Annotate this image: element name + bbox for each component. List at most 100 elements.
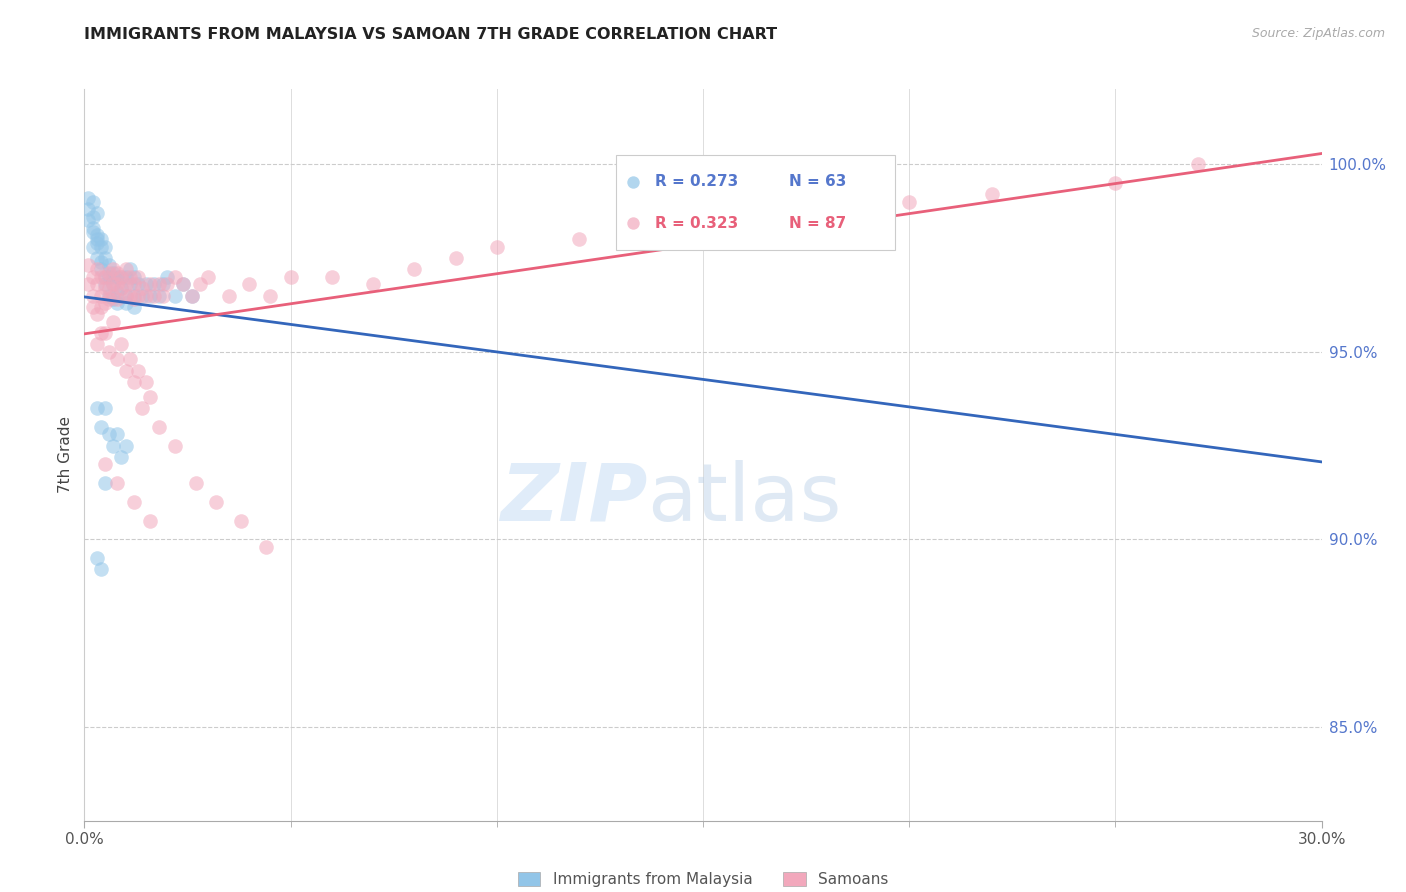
Point [127, 277, 149, 292]
Point [127, 363, 149, 377]
Point [94, 296, 117, 310]
Point [98, 344, 121, 359]
Text: R = 0.323: R = 0.323 [655, 216, 738, 231]
Point [122, 277, 145, 292]
Point [90, 288, 112, 302]
Point [444, 251, 467, 265]
Point [90, 300, 112, 314]
Point [90, 254, 112, 268]
Point [114, 296, 136, 310]
Point [105, 285, 128, 299]
Point [94, 476, 117, 491]
Point [82, 269, 104, 284]
Point [127, 288, 149, 302]
Point [139, 390, 162, 404]
Point [82, 300, 104, 314]
Point [980, 187, 1002, 202]
Point [404, 262, 426, 277]
FancyBboxPatch shape [616, 155, 894, 250]
Point [86, 337, 108, 351]
Point [184, 476, 207, 491]
Point [152, 288, 174, 302]
Point [110, 269, 132, 284]
Point [139, 288, 162, 302]
Point [105, 269, 128, 284]
Point [238, 277, 260, 292]
Point [103, 269, 125, 284]
Point [110, 337, 132, 351]
Point [110, 281, 132, 295]
Point [86, 228, 108, 243]
Point [86, 262, 108, 277]
Point [118, 262, 141, 277]
Point [172, 277, 194, 292]
Point [105, 427, 128, 442]
Point [815, 202, 838, 217]
Point [94, 281, 117, 295]
Point [118, 269, 141, 284]
Point [131, 288, 153, 302]
Point [105, 292, 128, 306]
Point [90, 562, 112, 576]
Point [77, 202, 100, 217]
Point [86, 277, 108, 292]
Text: atlas: atlas [647, 459, 842, 538]
Point [82, 288, 104, 302]
Point [568, 232, 591, 246]
Point [122, 495, 145, 509]
Point [94, 277, 117, 292]
Point [77, 259, 100, 273]
Point [98, 269, 121, 284]
Point [103, 315, 125, 329]
Point [1104, 176, 1126, 190]
Point [118, 277, 141, 292]
Point [105, 266, 128, 280]
Point [254, 540, 277, 554]
Point [180, 288, 202, 302]
Point [82, 240, 104, 254]
Point [103, 262, 125, 277]
Point [90, 269, 112, 284]
Point [103, 277, 125, 292]
Point [114, 438, 136, 452]
Point [135, 375, 157, 389]
Point [114, 288, 136, 302]
Point [90, 326, 112, 340]
Y-axis label: 7th Grade: 7th Grade [58, 417, 73, 493]
Point [114, 269, 136, 284]
Point [77, 277, 100, 292]
Text: Source: ZipAtlas.com: Source: ZipAtlas.com [1251, 27, 1385, 40]
Point [94, 326, 117, 340]
Point [98, 266, 121, 280]
Point [114, 363, 136, 377]
Point [94, 251, 117, 265]
Point [103, 277, 125, 292]
Point [259, 288, 281, 302]
Point [90, 232, 112, 246]
Point [127, 269, 149, 284]
Point [114, 288, 136, 302]
Point [110, 281, 132, 295]
Point [86, 232, 108, 246]
Point [122, 292, 145, 306]
Point [148, 288, 170, 302]
Point [105, 277, 128, 292]
Point [165, 438, 187, 452]
Point [148, 277, 170, 292]
Point [94, 240, 117, 254]
Point [485, 240, 508, 254]
Point [1187, 157, 1209, 171]
Point [733, 213, 755, 227]
Point [82, 221, 104, 235]
Point [98, 259, 121, 273]
Point [114, 262, 136, 277]
Point [156, 277, 179, 292]
Point [98, 292, 121, 306]
Point [94, 269, 117, 284]
Point [229, 514, 252, 528]
Legend: Immigrants from Malaysia, Samoans: Immigrants from Malaysia, Samoans [512, 866, 894, 892]
Point [118, 352, 141, 367]
Text: N = 87: N = 87 [789, 216, 846, 231]
Point [82, 194, 104, 209]
Point [172, 277, 194, 292]
